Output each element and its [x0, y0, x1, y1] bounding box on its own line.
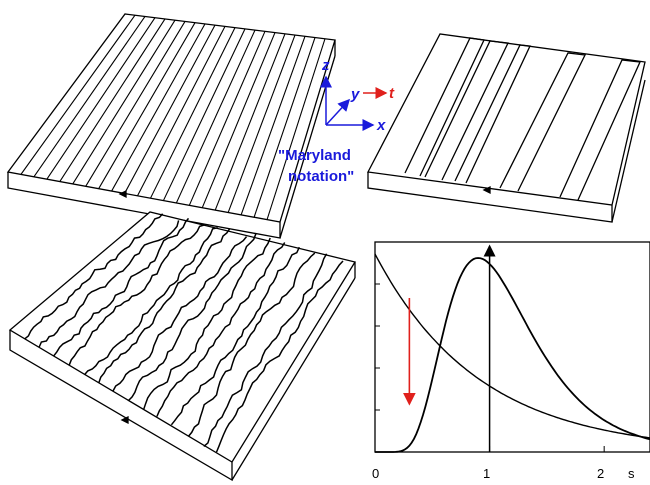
z-label: z	[321, 57, 330, 74]
decay-curve	[374, 253, 650, 439]
rough-line	[127, 233, 257, 402]
x-tick-unit: s	[628, 466, 635, 481]
slab-grooved	[6, 13, 336, 239]
rough-line	[68, 224, 205, 366]
rough-line	[187, 252, 316, 437]
groove-line	[85, 21, 186, 187]
t-label: t	[389, 85, 395, 102]
chart: 0 1 2 s	[372, 241, 650, 481]
groove-line	[175, 29, 256, 204]
slab-ridged	[366, 33, 646, 223]
rough-line	[38, 220, 180, 348]
groove-line	[137, 26, 226, 197]
groove-line	[188, 31, 266, 206]
maryland-notation: "Maryland notation"	[278, 147, 354, 185]
y-axis-arrow	[325, 98, 351, 126]
groove-line	[201, 32, 276, 208]
x-tick-2: 2	[597, 466, 604, 481]
note-line-1: "Maryland	[278, 147, 351, 164]
groove-line	[240, 36, 306, 216]
axes-legend: z y t x	[320, 57, 395, 134]
chart-frame	[374, 241, 650, 453]
groove-line	[266, 38, 326, 220]
x-tick-0: 0	[372, 466, 379, 481]
groove-line	[20, 14, 136, 175]
note-line-2: notation"	[288, 168, 354, 185]
rough-line	[112, 236, 248, 392]
rough-line	[83, 226, 218, 376]
rough-line	[24, 213, 164, 340]
groove-line	[59, 18, 166, 182]
groove-line	[33, 16, 146, 178]
slab-rough	[8, 211, 357, 482]
groove-line	[72, 19, 176, 185]
groove-line	[111, 23, 206, 192]
rough-line	[203, 253, 328, 447]
rough-line	[156, 242, 286, 417]
rough-line	[53, 217, 190, 357]
groove-line	[98, 22, 196, 189]
x-label: x	[376, 117, 386, 134]
groove-line	[253, 37, 316, 218]
groove-line	[124, 24, 216, 194]
y-label: y	[350, 86, 360, 103]
groove-line	[46, 17, 156, 180]
groove-line	[162, 28, 246, 201]
rough-line	[142, 237, 271, 410]
groove-line	[227, 34, 296, 213]
rough-line	[215, 260, 344, 453]
rough-line	[98, 228, 231, 384]
peak-curve	[375, 257, 650, 453]
x-tick-1: 1	[483, 466, 490, 481]
rough-line	[170, 246, 300, 426]
groove-line	[149, 27, 236, 199]
groove-line	[214, 33, 286, 211]
